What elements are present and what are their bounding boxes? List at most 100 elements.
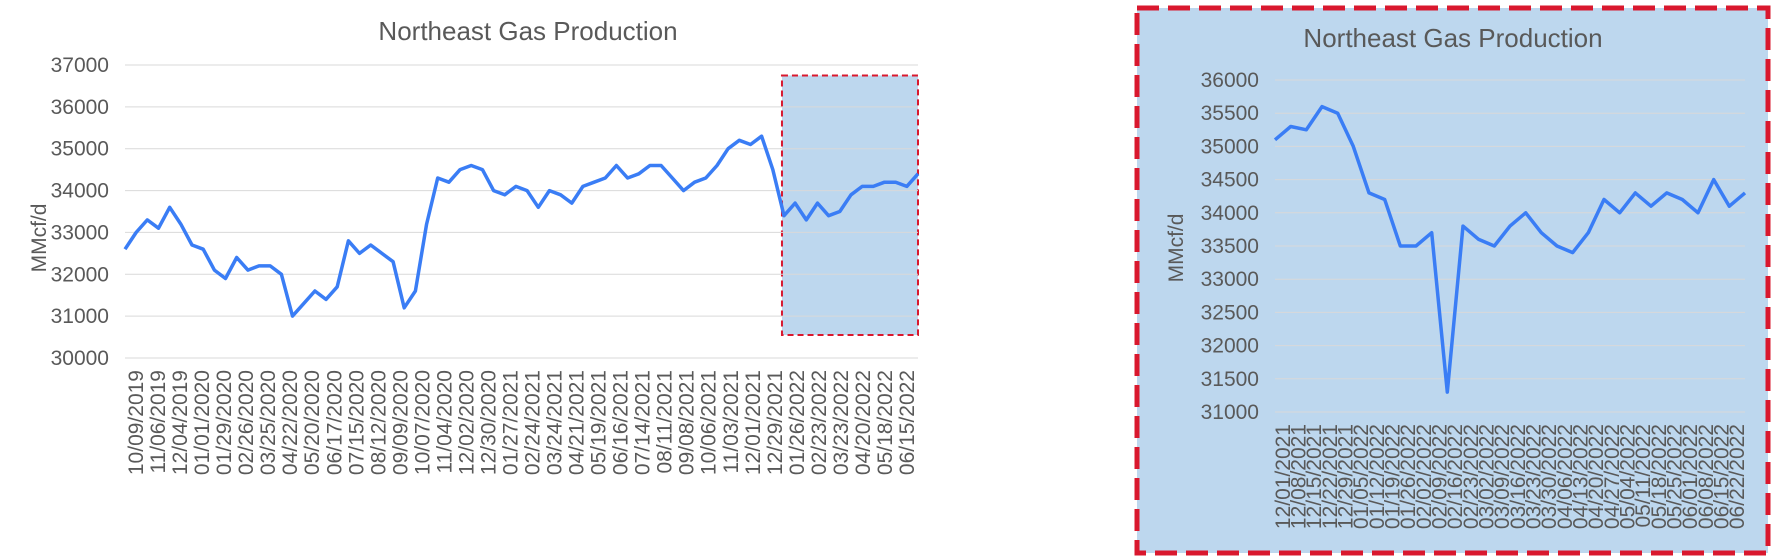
- x-tick-label: 04/06/2022: [1554, 424, 1577, 529]
- zoomed-chart-y-ticks: 31000 31500 32000 32500 33000 33500 34000 34500…: [1201, 69, 1259, 424]
- zoomed-chart-x-ticks: 12/01/202112/08/202112/15/202112/22/2021…: [1272, 424, 1749, 529]
- y-tick-label: 35000: [1201, 135, 1259, 158]
- y-tick-label: 30000: [51, 347, 109, 370]
- main-chart-title: Northeast Gas Production: [378, 16, 677, 46]
- y-tick-label: 31500: [1201, 368, 1259, 391]
- main-chart: 30000 31000 32000 33000 34000 35000 36000 37000…: [28, 16, 920, 475]
- x-tick-label: 11/06/2019: [147, 370, 170, 474]
- x-tick-label: 12/30/2020: [477, 370, 500, 475]
- y-tick-label: 32500: [1201, 301, 1259, 324]
- zoomed-chart-gridlines: [1275, 79, 1745, 413]
- zoomed-chart-production-line: [1273, 104, 1747, 394]
- x-tick-label: 01/26/2022: [1397, 424, 1420, 529]
- x-tick-label: 06/08/2022: [1695, 424, 1718, 529]
- x-tick-label: 04/20/2022: [852, 370, 875, 475]
- x-tick-label: 10/07/2020: [411, 370, 434, 475]
- zoomed-chart-title: Northeast Gas Production: [1303, 23, 1602, 53]
- x-tick-label: 06/17/2020: [323, 370, 346, 475]
- x-tick-label: 12/29/2021: [764, 370, 787, 475]
- x-tick-label: 08/12/2020: [367, 370, 390, 475]
- x-tick-label: 04/13/2022: [1570, 424, 1593, 529]
- main-chart-y-axis-label: MMcf/d: [28, 204, 51, 273]
- x-tick-label: 06/16/2021: [610, 370, 633, 475]
- x-tick-label: 01/27/2021: [499, 370, 522, 475]
- x-tick-label: 11/03/2021: [720, 370, 743, 474]
- zoomed-chart-panel: [1134, 5, 1771, 556]
- x-tick-label: 03/23/2022: [1523, 424, 1546, 529]
- y-tick-label: 36000: [1201, 69, 1259, 92]
- x-tick-label: 04/21/2021: [566, 370, 589, 475]
- x-tick-label: 03/09/2022: [1491, 424, 1514, 529]
- x-tick-label: 03/30/2022: [1538, 424, 1561, 529]
- x-tick-label: 05/25/2022: [1664, 424, 1687, 529]
- x-tick-label: 01/12/2022: [1366, 424, 1389, 529]
- y-tick-label: 32000: [1201, 335, 1259, 358]
- main-chart-production-line: [123, 134, 920, 318]
- x-tick-label: 02/26/2020: [235, 370, 258, 475]
- x-tick-label: 06/22/2022: [1726, 424, 1749, 529]
- y-tick-label: 33000: [1201, 268, 1259, 291]
- x-tick-label: 03/02/2022: [1476, 424, 1499, 529]
- y-tick-label: 35000: [51, 138, 109, 161]
- x-tick-label: 12/15/2021: [1303, 424, 1326, 529]
- x-tick-label: 12/04/2019: [169, 370, 192, 475]
- y-tick-label: 31000: [1201, 401, 1259, 424]
- x-tick-label: 01/01/2020: [191, 370, 214, 475]
- x-tick-label: 02/09/2022: [1429, 424, 1452, 529]
- main-chart-x-ticks: 10/09/2019 11/06/2019 12/04/2019 01/01/2020…: [125, 370, 919, 475]
- x-tick-label: 12/29/2021: [1335, 424, 1358, 529]
- main-chart-gridlines: [125, 64, 918, 359]
- x-tick-label: 01/19/2022: [1382, 424, 1405, 529]
- x-tick-label: 05/18/2022: [1648, 424, 1671, 529]
- x-tick-label: 12/22/2021: [1319, 424, 1342, 529]
- x-tick-label: 05/20/2020: [301, 370, 324, 475]
- x-tick-label: 12/01/2021: [742, 370, 765, 475]
- x-tick-label: 02/23/2022: [1460, 424, 1483, 529]
- y-tick-label: 34000: [51, 180, 109, 203]
- y-tick-label: 33500: [1201, 235, 1259, 258]
- x-tick-label: 07/15/2020: [345, 370, 368, 475]
- x-tick-label: 03/16/2022: [1507, 424, 1530, 529]
- x-tick-label: 06/15/2022: [1711, 424, 1734, 529]
- x-tick-label: 03/23/2022: [830, 370, 853, 475]
- x-tick-label: 04/22/2020: [279, 370, 302, 475]
- x-tick-label: 05/18/2022: [874, 370, 897, 475]
- zoomed-chart-y-axis-label: MMcf/d: [1165, 214, 1188, 283]
- x-tick-label: 01/05/2022: [1350, 424, 1373, 529]
- x-tick-label: 03/24/2021: [544, 370, 567, 475]
- x-tick-label: 05/04/2022: [1617, 424, 1640, 529]
- x-tick-label: 11/04/2020: [433, 370, 456, 474]
- y-tick-label: 32000: [51, 263, 109, 286]
- x-tick-label: 05/11/2022: [1632, 424, 1655, 528]
- x-tick-label: 01/29/2020: [213, 370, 236, 475]
- x-tick-label: 06/01/2022: [1679, 424, 1702, 529]
- x-tick-label: 12/02/2020: [455, 370, 478, 475]
- x-tick-label: 08/11/2021: [654, 370, 677, 474]
- y-tick-label: 33000: [51, 221, 109, 244]
- zoomed-chart: 31000 31500 32000 32500 33000 33500 34000 34500…: [1134, 5, 1771, 556]
- highlight-region-box: [780, 74, 919, 336]
- y-tick-label: 34500: [1201, 169, 1259, 192]
- x-tick-label: 04/20/2022: [1585, 424, 1608, 529]
- y-tick-label: 31000: [51, 305, 109, 328]
- x-tick-label: 09/08/2021: [676, 370, 699, 475]
- y-tick-label: 35500: [1201, 102, 1259, 125]
- main-chart-y-ticks: 30000 31000 32000 33000 34000 35000 36000 37000: [51, 54, 109, 370]
- y-tick-label: 37000: [51, 54, 109, 77]
- y-tick-label: 34000: [1201, 202, 1259, 225]
- x-tick-label: 09/09/2020: [389, 370, 412, 475]
- x-tick-label: 12/01/2021: [1272, 424, 1295, 529]
- x-tick-label: 07/14/2021: [632, 370, 655, 475]
- x-tick-label: 10/06/2021: [698, 370, 721, 475]
- x-tick-label: 03/25/2020: [257, 370, 280, 475]
- x-tick-label: 10/09/2019: [125, 370, 148, 475]
- x-tick-label: 12/08/2021: [1288, 424, 1311, 529]
- x-tick-label: 02/02/2022: [1413, 424, 1436, 529]
- x-tick-label: 04/27/2022: [1601, 424, 1624, 529]
- x-tick-label: 02/24/2021: [522, 370, 545, 475]
- y-tick-label: 36000: [51, 96, 109, 119]
- x-tick-label: 01/26/2022: [786, 370, 809, 475]
- x-tick-label: 06/15/2022: [896, 370, 919, 475]
- x-tick-label: 05/19/2021: [588, 370, 611, 475]
